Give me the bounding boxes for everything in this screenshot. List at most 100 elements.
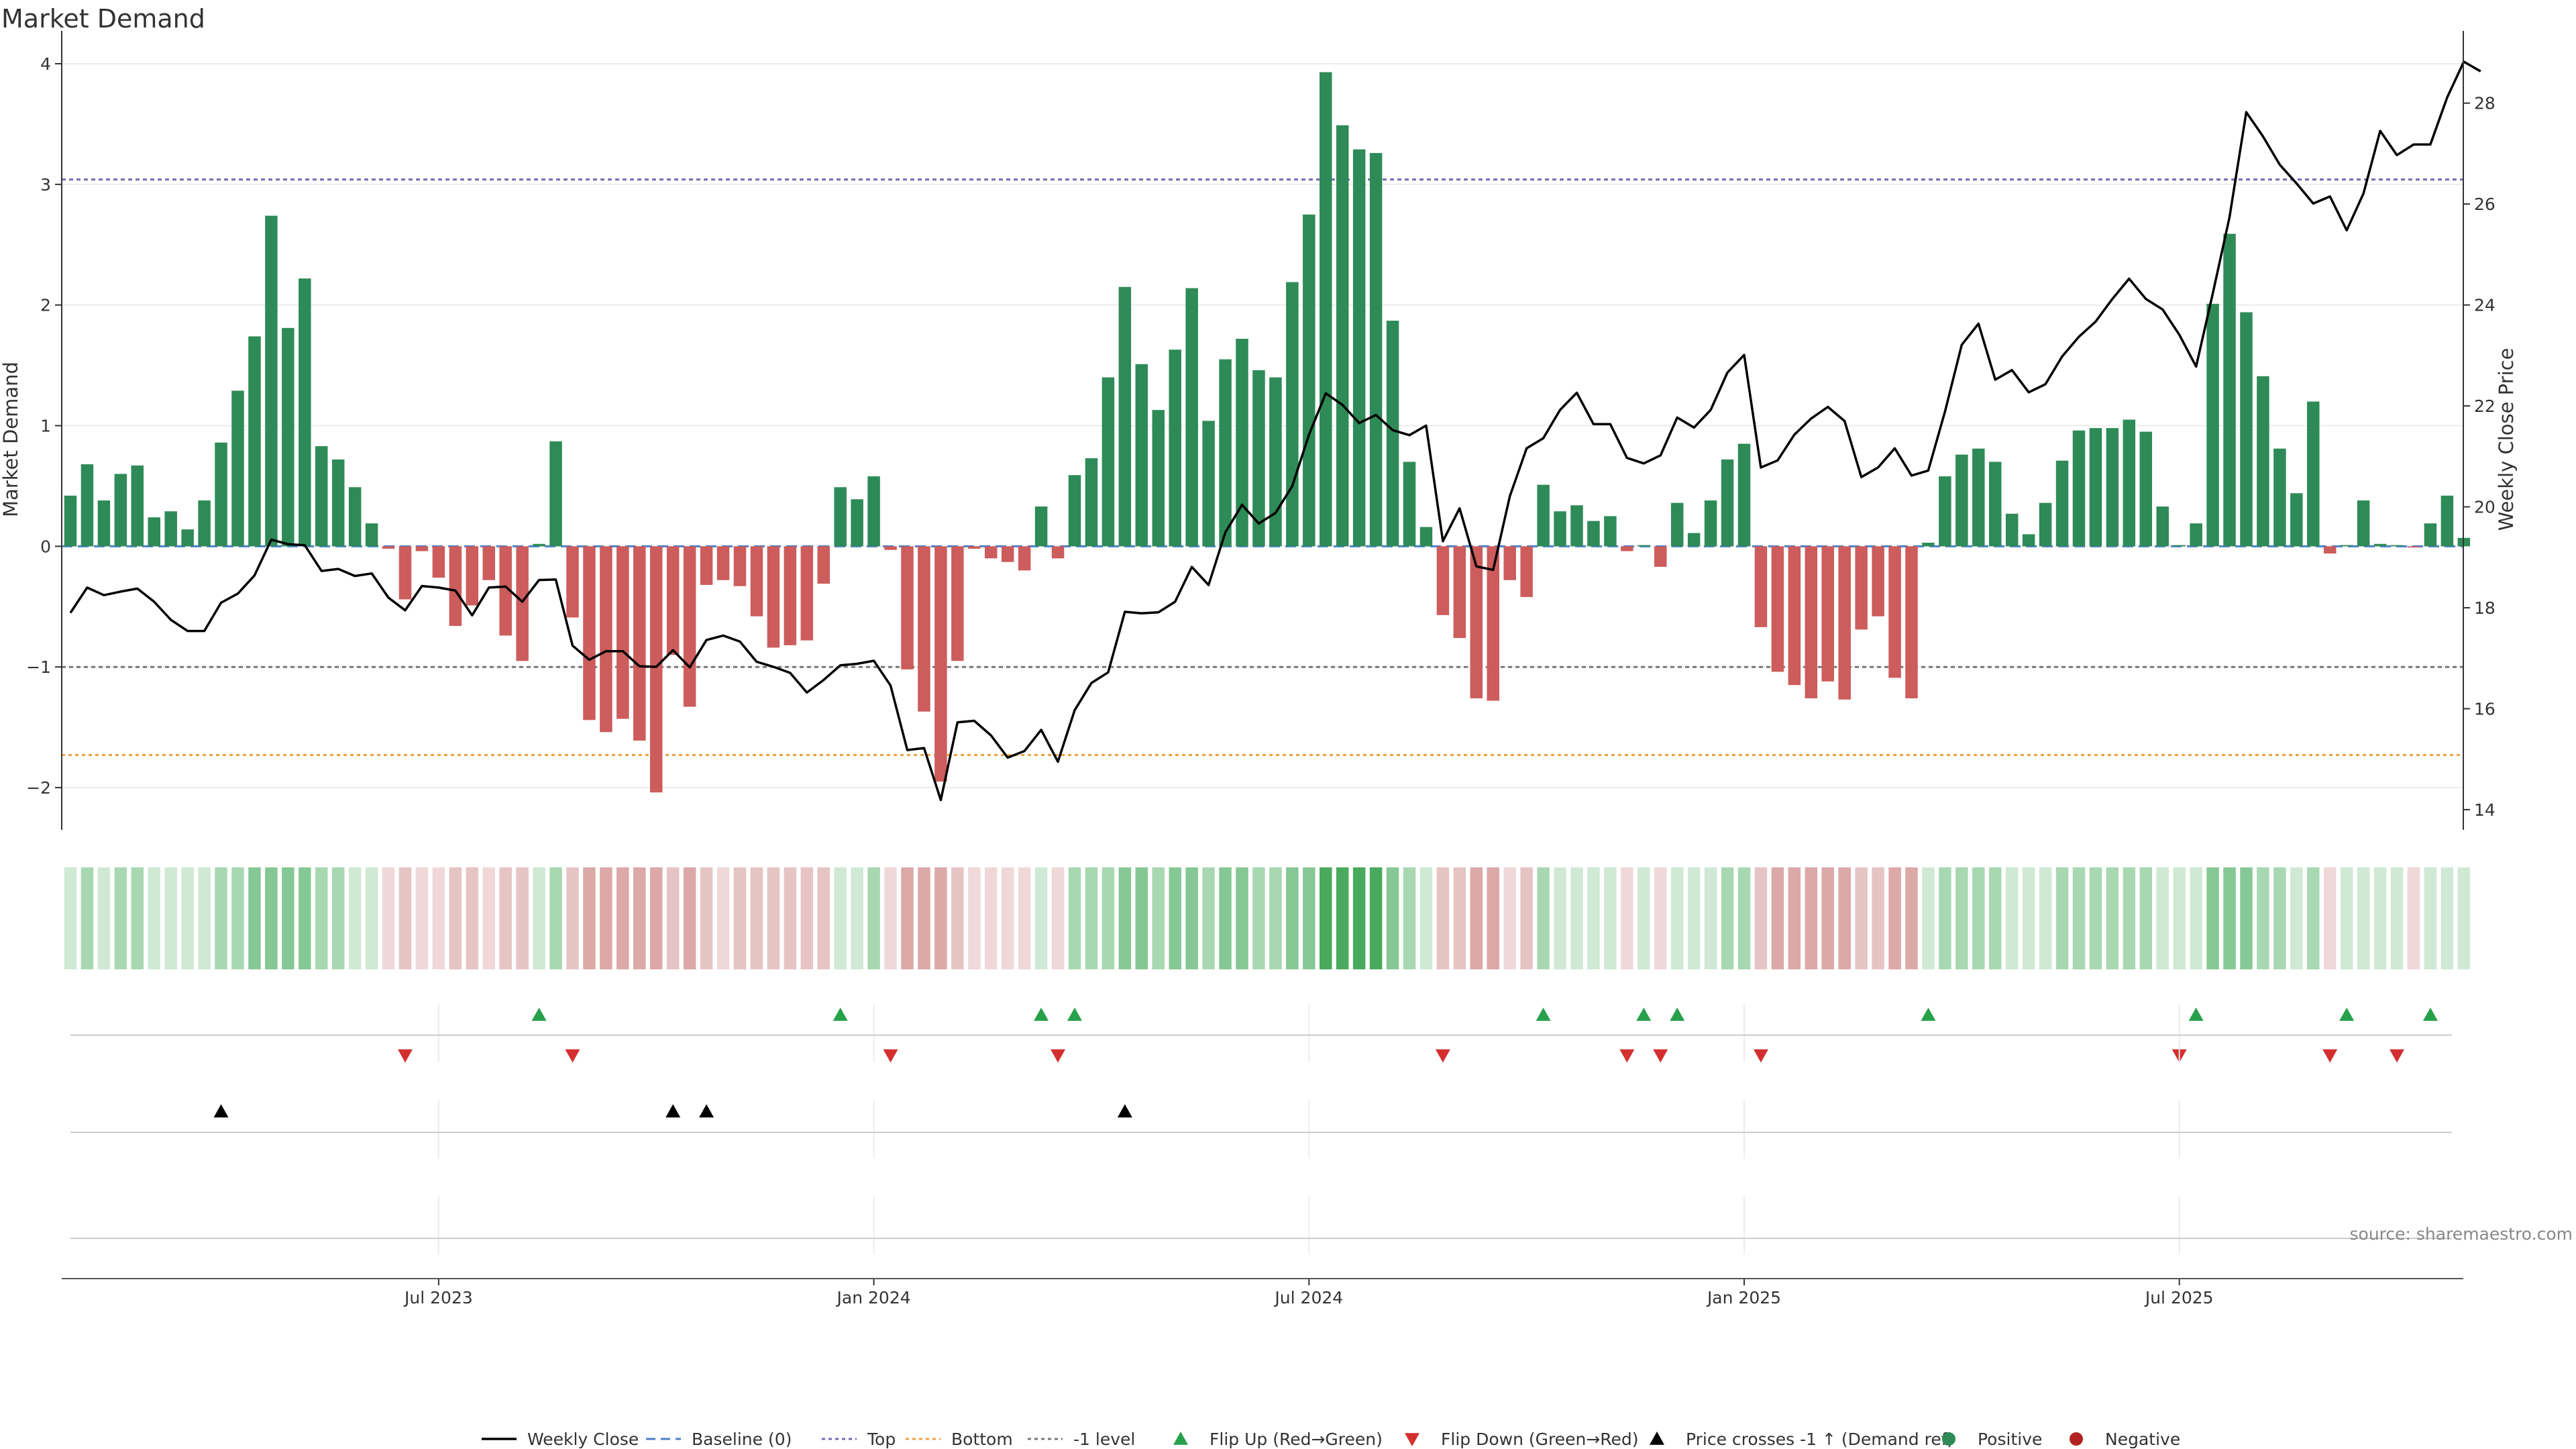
demand-bar-positive [2273, 448, 2286, 547]
heat-strip-cell [1286, 867, 1299, 969]
heat-strip-cell [1185, 867, 1198, 969]
heat-strip-cell [114, 867, 127, 969]
demand-bar-negative [1805, 546, 1818, 698]
heat-strip-cell [398, 867, 412, 969]
demand-bar-negative [750, 546, 763, 616]
demand-bar-positive [2240, 312, 2253, 547]
heat-strip-cell [348, 867, 362, 969]
flip-up-marker [2422, 1008, 2438, 1021]
heat-strip-cell [1838, 867, 1851, 969]
demand-bar-positive [1286, 282, 1299, 547]
legend-label: Negative [2105, 1430, 2180, 1449]
legend-label: Bottom [951, 1430, 1013, 1449]
price-cross-panel [213, 1104, 1132, 1118]
demand-bar-positive [1252, 370, 1265, 547]
price-cross-marker [665, 1104, 681, 1118]
demand-bar-negative [2324, 546, 2337, 554]
heat-strip-cell [968, 867, 981, 969]
demand-bar-positive [1169, 350, 1181, 547]
demand-bar-positive [2039, 502, 2052, 547]
heat-strip-cell [2089, 867, 2102, 969]
legend-swatch-triangle-up [1650, 1432, 1664, 1445]
flip-down-marker [1435, 1049, 1450, 1063]
flip-down-marker [2322, 1049, 2338, 1063]
weekly-close-line [69, 60, 2481, 802]
heat-strip-cell [1721, 867, 1734, 969]
demand-bar-positive [2072, 430, 2086, 547]
demand-bar-positive [64, 495, 77, 547]
heat-strip-cell [415, 867, 429, 969]
demand-bar-positive [231, 390, 244, 547]
x-tick-label: Jul 2025 [2144, 1288, 2214, 1307]
demand-bar-negative [1051, 546, 1065, 559]
legend-swatch-triangle-up [1173, 1432, 1188, 1445]
heat-strip-cell [2390, 867, 2404, 969]
heat-strip-cell [1169, 867, 1181, 969]
flip-down-marker [1619, 1049, 1635, 1063]
heat-strip-cell [600, 867, 612, 969]
x-tick-label: Jul 2024 [1273, 1288, 1343, 1307]
demand-bar-positive [1135, 364, 1148, 547]
y-tick-label-right: 14 [2474, 800, 2496, 820]
demand-bar-positive [1352, 149, 1366, 547]
x-tick-label: Jan 2024 [836, 1288, 911, 1307]
legend-label: Flip Down (Green→Red) [1441, 1430, 1639, 1449]
heat-strip-cell [1018, 867, 1031, 969]
heat-strip-cell [2424, 867, 2437, 969]
heat-strip-cell [1989, 867, 2002, 969]
demand-bar-positive [248, 336, 261, 547]
source-note: source: sharemaestro.com [2350, 1224, 2573, 1244]
heat-strip-cell [1453, 867, 1466, 969]
demand-bar-positive [1202, 421, 1215, 547]
demand-bar-positive [148, 517, 160, 547]
demand-bar-positive [114, 474, 127, 547]
y-tick-label-left: −1 [26, 657, 51, 677]
demand-bar-positive [549, 441, 562, 547]
heat-strip-cell [1487, 867, 1499, 969]
demand-bar-positive [1185, 288, 1198, 547]
price-cross-marker [213, 1104, 229, 1118]
demand-bar-positive [1955, 454, 1968, 547]
demand-bar-negative [683, 546, 696, 707]
demand-heat-strip [64, 867, 2471, 969]
demand-bar-positive [2440, 495, 2454, 547]
price-cross-marker [699, 1104, 714, 1118]
demand-bar-positive [867, 476, 880, 547]
price-line-layer [69, 60, 2481, 802]
heat-strip-cell [1135, 867, 1148, 969]
heat-strip-cell [1152, 867, 1165, 969]
demand-bar-negative [1888, 546, 1901, 678]
heat-strip-cell [2357, 867, 2370, 969]
heat-strip-cell [1202, 867, 1215, 969]
flip-up-marker [1636, 1008, 1652, 1021]
demand-bar-negative [800, 546, 814, 641]
heat-strip-cell [1670, 867, 1684, 969]
heat-strip-cell [1320, 867, 1332, 969]
heat-strip-cell [2340, 867, 2353, 969]
flip-up-marker [1536, 1008, 1551, 1021]
y-tick-label-right: 16 [2474, 699, 2496, 718]
heat-strip-cell [1754, 867, 1768, 969]
heat-strip-cell [1788, 867, 1801, 969]
legend-swatch-circle [1942, 1432, 1955, 1446]
demand-bar-positive [1570, 505, 1583, 547]
demand-bar-positive [1638, 545, 1650, 547]
heat-strip-cell [1821, 867, 1834, 969]
heat-strip-cell [1687, 867, 1701, 969]
heat-strip-cell [499, 867, 512, 969]
heat-strip-cell [2257, 867, 2269, 969]
demand-bar-positive [2156, 506, 2169, 547]
demand-bar-positive [851, 499, 863, 547]
demand-bar-negative [666, 546, 680, 655]
heat-strip-cell [549, 867, 562, 969]
heat-strip-cell [1554, 867, 1566, 969]
demand-bar-positive [2307, 401, 2320, 547]
heat-strip-cell [198, 867, 211, 969]
demand-bar-negative [1905, 546, 1918, 698]
demand-bar-negative [1503, 546, 1516, 580]
demand-bar-positive [2357, 500, 2370, 547]
heat-strip-cell [1955, 867, 1968, 969]
y-tick-label-left: −2 [26, 778, 51, 798]
demand-bar-positive [365, 523, 378, 547]
heat-strip-cell [432, 867, 445, 969]
